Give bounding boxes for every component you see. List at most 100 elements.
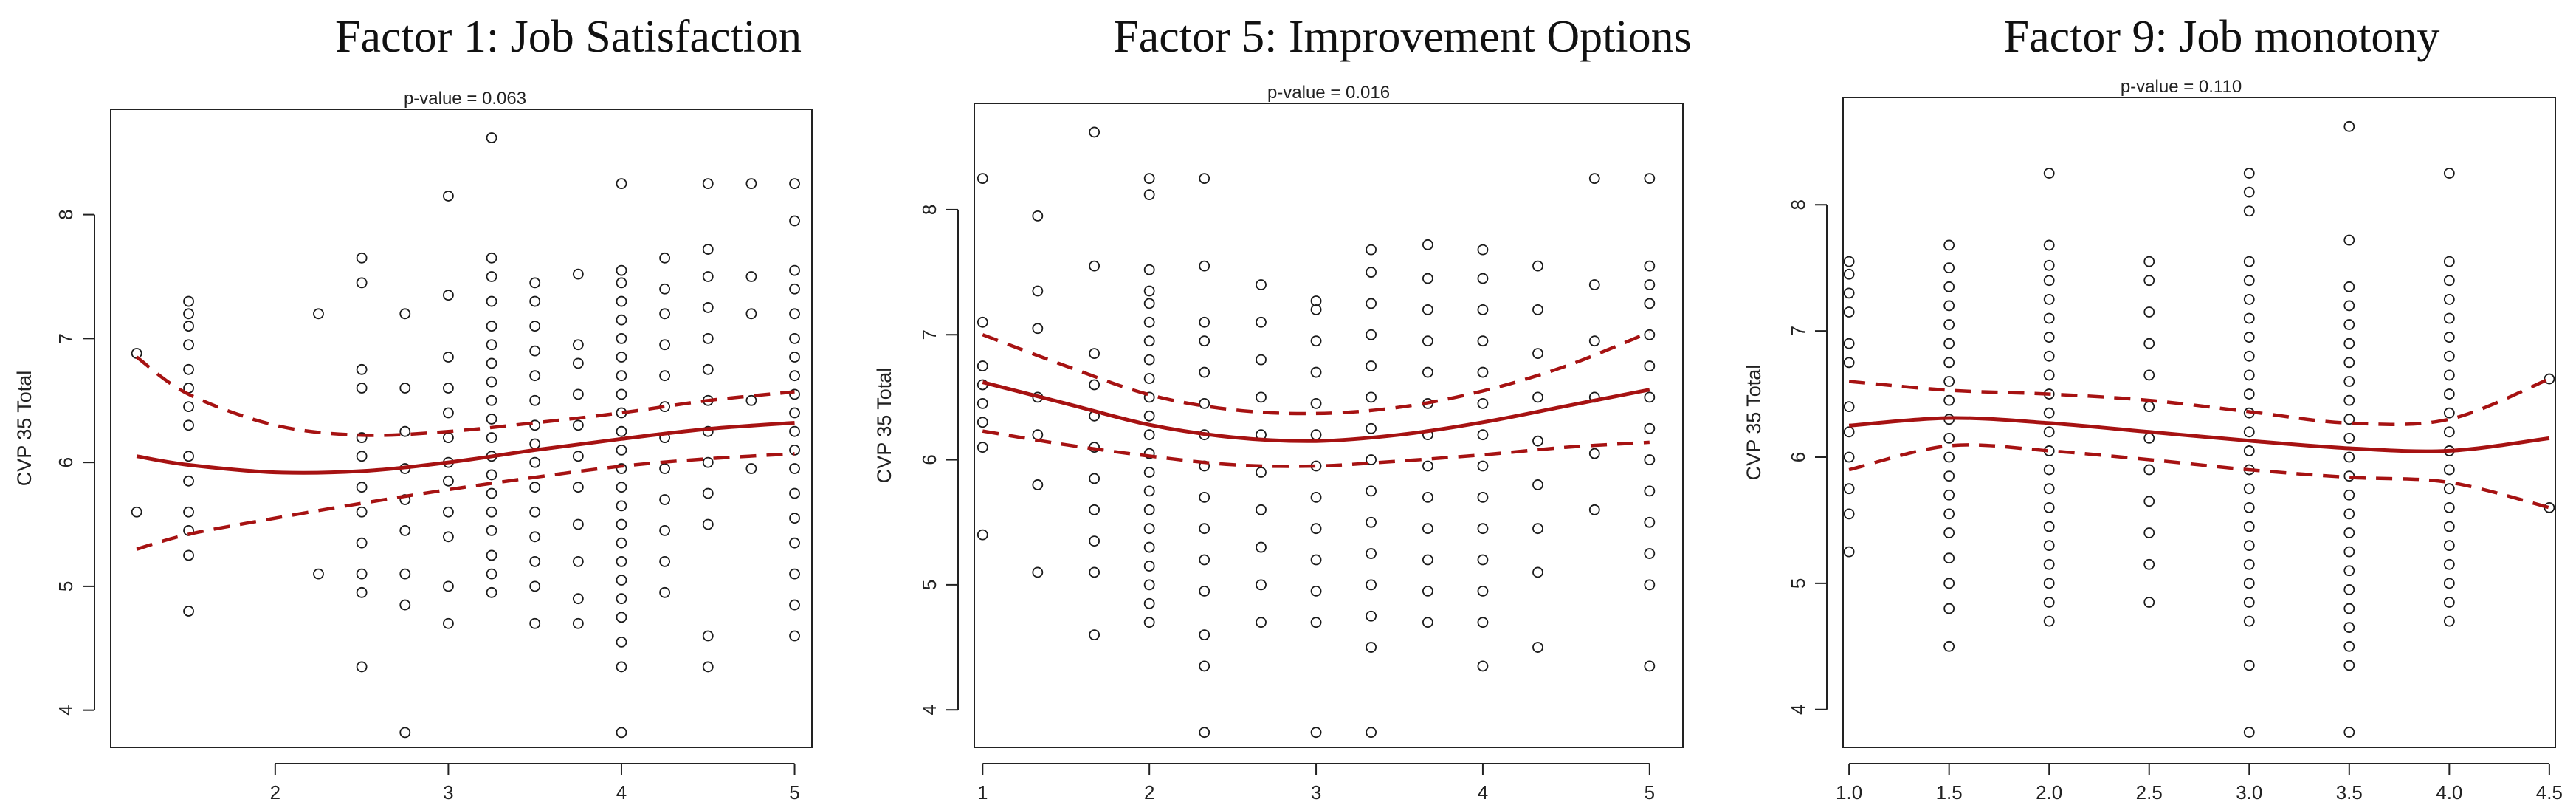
scatter-point (1199, 335, 1210, 347)
scatter-point (1256, 579, 1267, 591)
scatter-point (2343, 319, 2355, 330)
scatter-point (1422, 273, 1433, 284)
scatter-point (1256, 354, 1267, 366)
scatter-point (1089, 535, 1101, 547)
y-tick-label: 7 (55, 333, 77, 343)
scatter-point (1199, 491, 1210, 503)
scatter-point (789, 630, 800, 642)
scatter-point (2443, 407, 2455, 419)
scatter-point (2143, 558, 2155, 570)
scatter-point (1366, 516, 1377, 528)
scatter-point (616, 295, 627, 307)
chart-title: Factor 1: Job Satisfaction (335, 12, 802, 62)
scatter-point (1532, 348, 1543, 360)
scatter-point (356, 451, 368, 462)
scatter-point (2443, 578, 2455, 589)
scatter-point (745, 394, 757, 406)
scatter-point (399, 425, 411, 437)
scatter-point (356, 586, 368, 598)
scatter-point (1477, 491, 1489, 503)
x-tick-label: 1.5 (1936, 781, 1963, 804)
scatter-point (2043, 350, 2055, 362)
scatter-point (1143, 298, 1155, 309)
scatter-point (1366, 422, 1377, 434)
scatter-point (1089, 566, 1101, 578)
scatter-point (2343, 727, 2355, 738)
chart-panel-1: Factor 1: Job Satisfaction p-value = 0.06… (13, 12, 813, 804)
scatter-point (572, 388, 584, 400)
scatter-point (2243, 350, 2255, 362)
scatter-point (2043, 426, 2055, 438)
scatter-point (1310, 366, 1322, 378)
scatter-point (2443, 540, 2455, 552)
scatter-point (1032, 285, 1044, 297)
scatter-point (1943, 338, 1955, 349)
scatter-point (1943, 578, 1955, 589)
scatter-point (2243, 727, 2255, 738)
scatter-point (1143, 467, 1155, 478)
scatter-point (616, 727, 627, 739)
scatter-point (1366, 727, 1377, 739)
scatter-point (789, 487, 800, 499)
scatter-point (486, 487, 497, 499)
y-tick-label: 4 (1787, 705, 1809, 715)
scatter-point (1943, 432, 1955, 444)
x-tick-label: 2 (270, 781, 280, 804)
scatter-point (1199, 629, 1210, 641)
scatter-point (2043, 578, 2055, 589)
x-tick-label: 5 (1645, 781, 1655, 804)
scatter-point (1199, 523, 1210, 535)
x-tick-label: 2.5 (2136, 781, 2163, 804)
chart-title: Factor 9: Job monotony (2004, 12, 2440, 62)
scatter-point (789, 370, 800, 382)
scatter-point (702, 661, 714, 673)
scatter-point (486, 295, 497, 307)
scatter-point (1943, 603, 1955, 614)
scatter-point (486, 252, 497, 264)
x-tick-label: 4 (1478, 781, 1488, 804)
scatter-point (486, 132, 497, 143)
scatter-point (702, 332, 714, 344)
scatter-point (659, 283, 671, 295)
scatter-point (789, 308, 800, 320)
scatter-point (616, 332, 627, 344)
scatter-point (2243, 521, 2255, 532)
scatter-point (486, 432, 497, 443)
scatter-point (1532, 566, 1543, 578)
scatter-point (529, 482, 541, 493)
scatter-point (2343, 234, 2355, 246)
scatter-point (789, 264, 800, 276)
x-tick-label: 3.5 (2336, 781, 2363, 804)
y-tick-label: 7 (1787, 326, 1809, 336)
x-tick-label: 3.0 (2236, 781, 2262, 804)
scatter-point (1256, 541, 1267, 553)
scatter-point (1943, 640, 1955, 652)
scatter-point (2343, 432, 2355, 444)
scatter-point (1143, 429, 1155, 441)
scatter-point (356, 506, 368, 518)
scatter-point (616, 370, 627, 382)
scatter-point (2243, 275, 2255, 287)
scatter-point (2343, 546, 2355, 558)
scatter-point (356, 252, 368, 264)
y-tick-label: 8 (918, 205, 940, 215)
scatter-point (659, 463, 671, 474)
scatter-point (789, 568, 800, 580)
scatter-point (1843, 256, 1855, 267)
lower-confidence-band (1848, 443, 2550, 510)
scatter-point (529, 580, 541, 592)
scatter-points (977, 126, 1656, 739)
scatter-point (1366, 298, 1377, 309)
y-tick-label: 4 (918, 705, 940, 715)
scatter-point (1366, 642, 1377, 653)
scatter-point (2143, 527, 2155, 538)
scatter-point (616, 537, 627, 549)
scatter-point (572, 593, 584, 605)
scatter-point (1588, 448, 1600, 459)
scatter-point (1943, 394, 1955, 406)
scatter-point (702, 425, 714, 437)
scatter-point (2043, 464, 2055, 476)
scatter-point (2443, 501, 2455, 513)
scatter-point (2443, 168, 2455, 179)
